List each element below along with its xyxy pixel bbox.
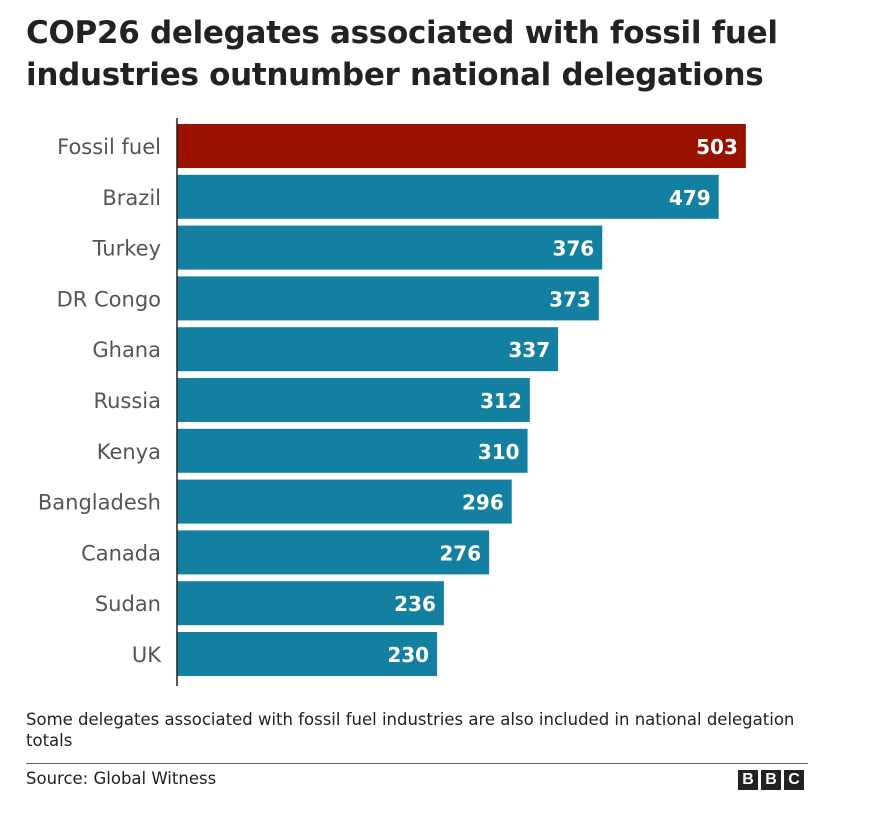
bar-brazil <box>177 174 719 219</box>
chart-title: COP26 delegates associated with fossil f… <box>26 12 866 96</box>
bar-russia <box>177 378 530 422</box>
category-label: Fossil fuel <box>57 135 161 159</box>
category-label: Canada <box>81 541 161 565</box>
data-label: 236 <box>394 592 436 616</box>
data-label: 310 <box>478 440 520 464</box>
bar-canada <box>177 530 490 575</box>
bbc-logo: B B C <box>738 770 804 790</box>
chart-note: Some delegates associated with fossil fu… <box>26 710 795 750</box>
category-label: Turkey <box>92 237 161 261</box>
category-label: Sudan <box>95 592 161 616</box>
bar-uk <box>177 632 438 676</box>
category-label: Brazil <box>102 186 161 210</box>
data-label: 373 <box>549 287 591 311</box>
source-text: Source: Global Witness <box>26 769 217 788</box>
bar-dr-congo <box>177 276 599 321</box>
data-label: 296 <box>462 491 504 515</box>
data-label: 276 <box>439 541 481 565</box>
data-label: 312 <box>480 389 522 413</box>
bar-chart: Fossil fuel 503 Brazil 479 Turkey 376 DR Congo… <box>38 118 746 686</box>
bar-kenya <box>177 428 528 473</box>
data-label: 376 <box>552 237 594 261</box>
bar-sudan <box>177 581 444 626</box>
footer-divider <box>26 763 808 764</box>
category-label: UK <box>132 643 162 667</box>
category-label: DR Congo <box>57 287 161 311</box>
data-label: 230 <box>387 643 429 667</box>
title-line-2: industries outnumber national delegation… <box>26 57 764 93</box>
category-label: Bangladesh <box>38 491 161 515</box>
bar-ghana <box>177 327 559 372</box>
bbc-logo-letter: B <box>738 770 758 790</box>
title-line-1: COP26 delegates associated with fossil f… <box>26 15 778 51</box>
bar-bangladesh <box>177 479 512 524</box>
category-label: Ghana <box>92 338 161 362</box>
data-label: 479 <box>669 186 711 210</box>
bar-turkey <box>177 225 603 270</box>
category-label: Kenya <box>97 440 161 464</box>
bbc-logo-letter: C <box>784 770 804 790</box>
data-label: 337 <box>508 338 550 362</box>
category-label: Russia <box>93 389 161 413</box>
bar-fossil-fuel <box>177 124 746 168</box>
bbc-logo-letter: B <box>761 770 781 790</box>
data-label: 503 <box>696 135 738 159</box>
